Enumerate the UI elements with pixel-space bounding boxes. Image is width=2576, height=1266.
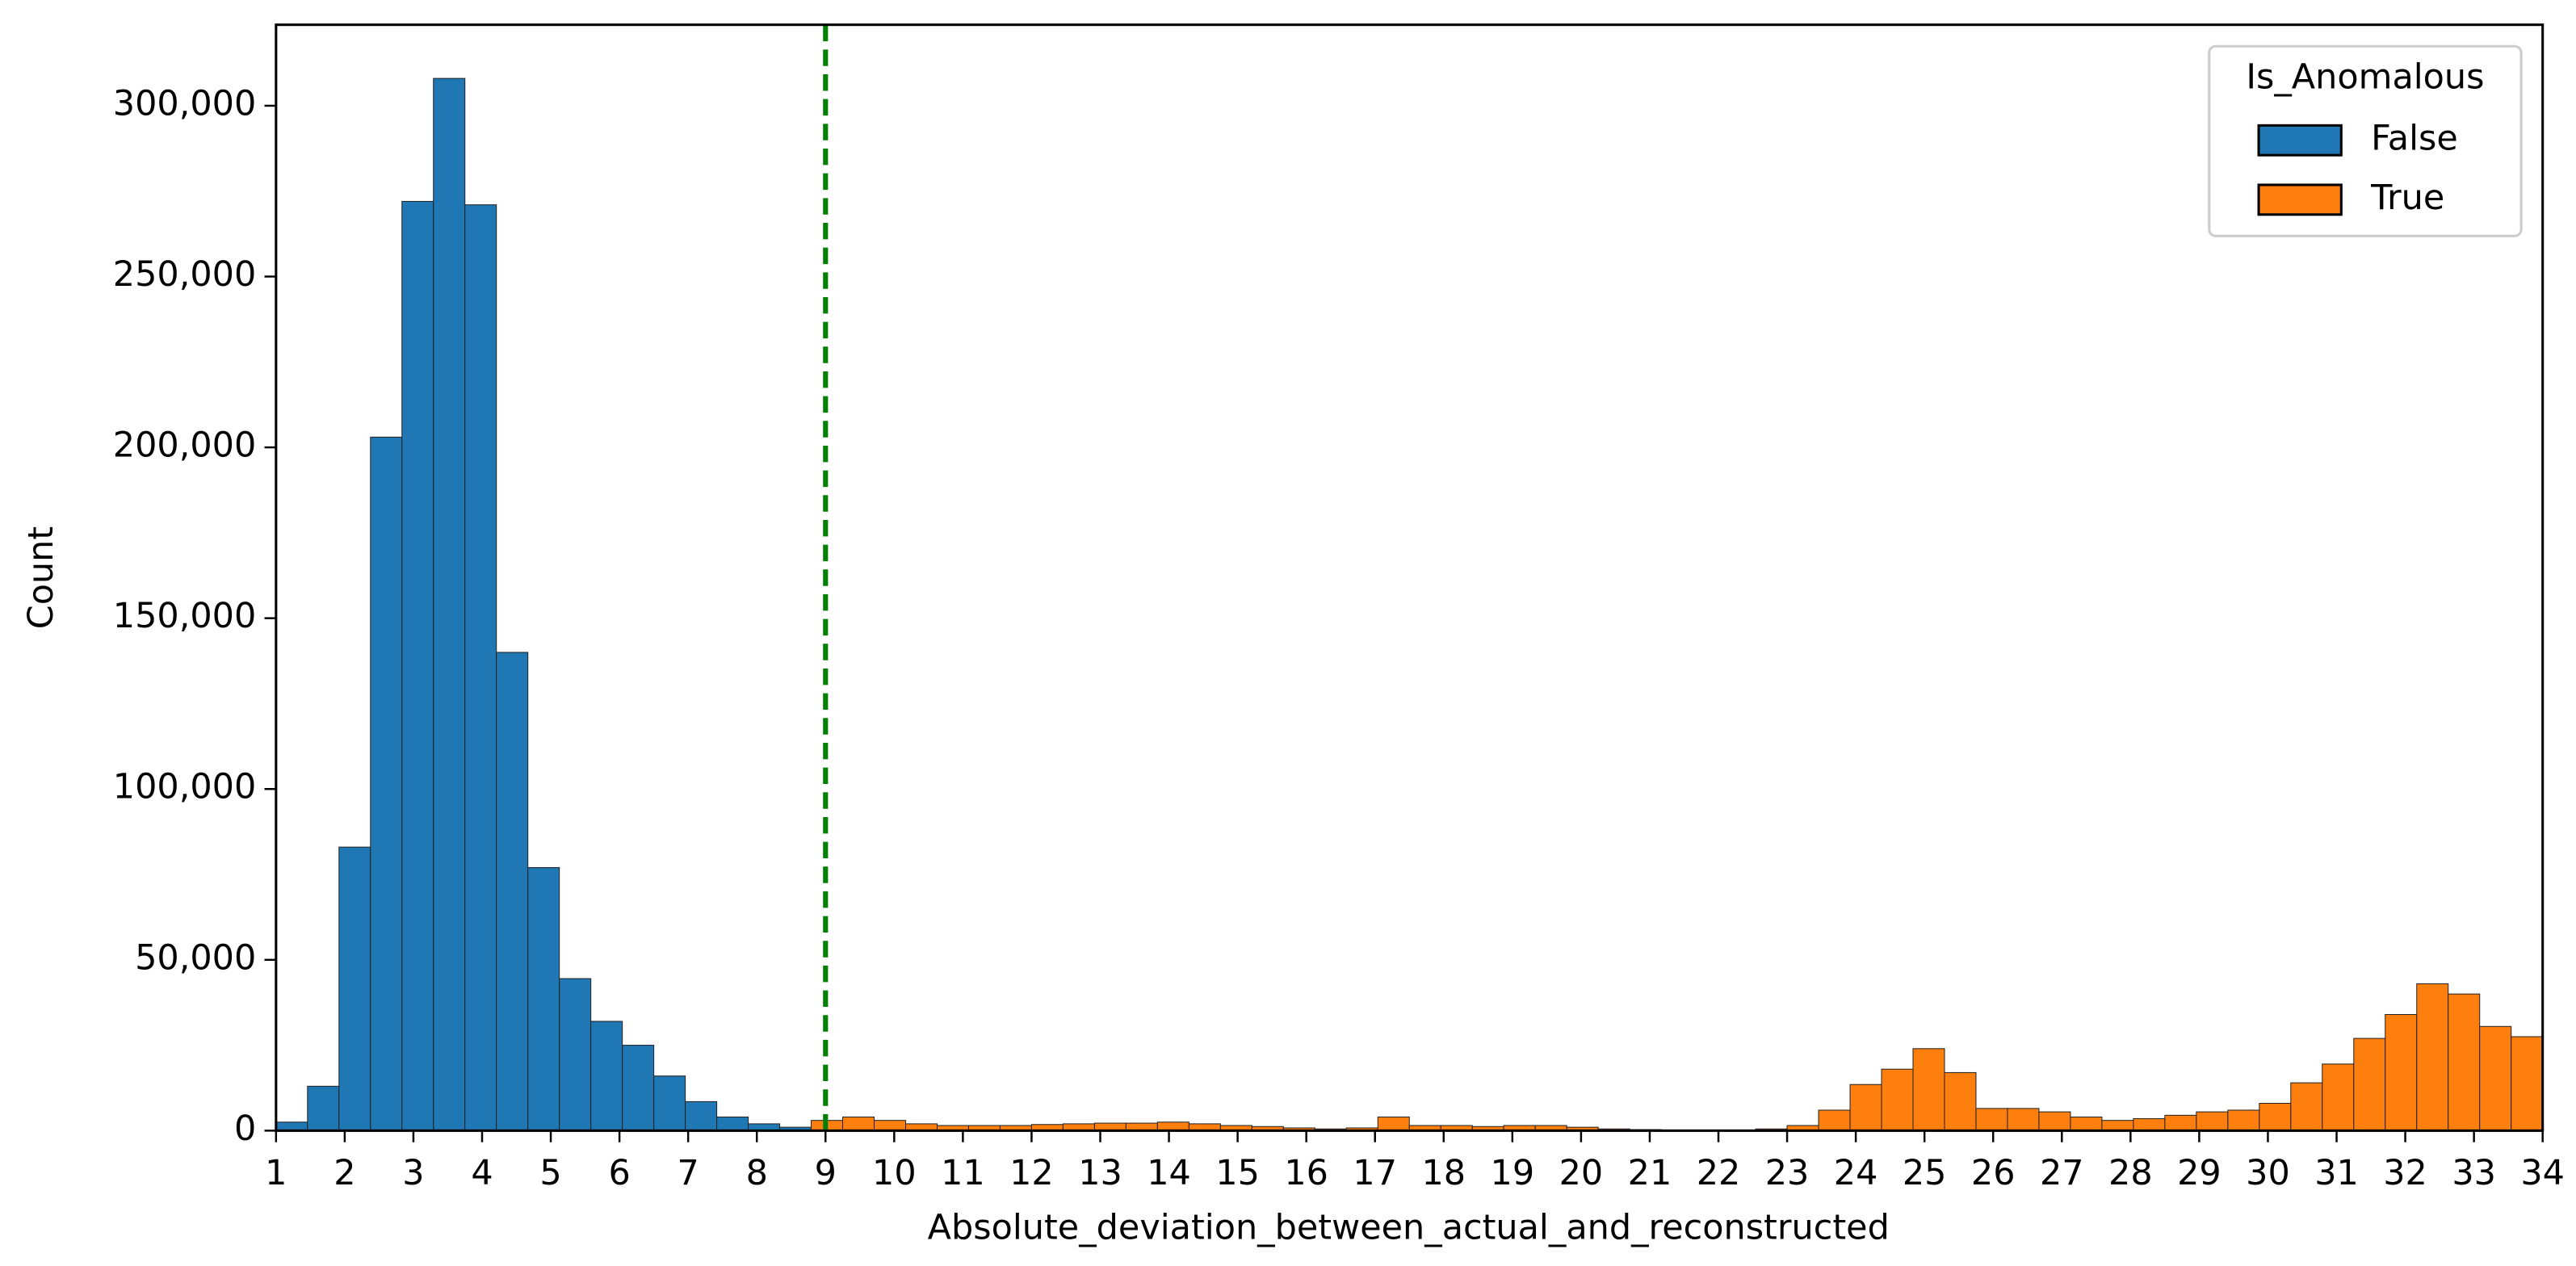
x-tick-label: 26 xyxy=(1971,1153,2016,1193)
x-tick-label: 29 xyxy=(2177,1153,2221,1193)
x-tick-label: 30 xyxy=(2246,1153,2290,1193)
x-tick-label: 3 xyxy=(402,1153,424,1193)
x-tick-label: 17 xyxy=(1353,1153,1397,1193)
x-tick-label: 32 xyxy=(2383,1153,2427,1193)
x-tick-label: 6 xyxy=(608,1153,630,1193)
bar xyxy=(307,1085,340,1131)
bar xyxy=(685,1100,718,1131)
x-tick-label: 18 xyxy=(1421,1153,1466,1193)
bar xyxy=(2353,1038,2386,1131)
x-tick-label: 27 xyxy=(2040,1153,2084,1193)
x-tick-label: 19 xyxy=(1491,1153,1535,1193)
x-tick-label: 13 xyxy=(1078,1153,1122,1193)
bar xyxy=(338,846,371,1131)
bar xyxy=(2101,1120,2134,1131)
bar xyxy=(433,78,466,1131)
bar xyxy=(874,1120,907,1131)
legend-swatch xyxy=(2257,183,2343,216)
bar xyxy=(2164,1114,2197,1131)
y-tick-label: 0 xyxy=(234,1109,256,1149)
bar xyxy=(370,436,403,1131)
x-axis-label: Absolute_deviation_between_actual_and_re… xyxy=(928,1208,1890,1248)
bar xyxy=(2133,1118,2166,1131)
bar xyxy=(653,1075,686,1131)
legend-label: False xyxy=(2371,118,2458,158)
x-tick-label: 8 xyxy=(746,1153,768,1193)
bar xyxy=(2227,1109,2260,1131)
x-tick-label: 21 xyxy=(1628,1153,1672,1193)
bar xyxy=(401,200,434,1131)
y-tick-label: 200,000 xyxy=(113,425,257,466)
bar xyxy=(2196,1111,2229,1131)
x-tick-label: 11 xyxy=(941,1153,985,1193)
plot-frame xyxy=(275,23,2545,1132)
legend-swatch xyxy=(2257,124,2343,157)
y-tick-label: 100,000 xyxy=(113,767,257,807)
bar xyxy=(2290,1082,2323,1131)
bar xyxy=(1156,1121,1189,1131)
x-tick-label: 34 xyxy=(2520,1153,2565,1193)
bar xyxy=(496,652,529,1131)
x-tick-label: 28 xyxy=(2108,1153,2153,1193)
y-axis-label: Count xyxy=(21,526,61,629)
x-tick-label: 15 xyxy=(1215,1153,1260,1193)
bar xyxy=(2416,983,2449,1131)
x-tick-label: 2 xyxy=(334,1153,355,1193)
x-tick-label: 22 xyxy=(1697,1153,1741,1193)
y-tick-label: 250,000 xyxy=(113,254,257,295)
bar xyxy=(464,204,497,1131)
bar xyxy=(622,1045,655,1131)
x-tick-label: 16 xyxy=(1284,1153,1328,1193)
legend-title: Is_Anomalous xyxy=(2246,57,2484,98)
bar xyxy=(716,1116,749,1131)
bar xyxy=(2448,993,2481,1131)
bar xyxy=(527,867,560,1131)
bar xyxy=(842,1116,875,1131)
x-tick-label: 24 xyxy=(1834,1153,1878,1193)
x-tick-label: 1 xyxy=(265,1153,287,1193)
x-tick-label: 20 xyxy=(1559,1153,1604,1193)
x-tick-label: 12 xyxy=(1009,1153,1054,1193)
bar xyxy=(2259,1103,2292,1131)
x-tick-label: 33 xyxy=(2452,1153,2496,1193)
x-tick-label: 5 xyxy=(539,1153,561,1193)
bar xyxy=(1944,1071,1977,1131)
bar xyxy=(2511,1036,2544,1131)
bar xyxy=(1975,1108,2008,1131)
y-tick-label: 50,000 xyxy=(135,937,256,978)
x-tick-label: 10 xyxy=(872,1153,917,1193)
bar xyxy=(1849,1084,1882,1131)
x-tick-label: 25 xyxy=(1903,1153,1947,1193)
bar xyxy=(2385,1013,2418,1131)
bar xyxy=(275,1121,308,1131)
bar xyxy=(1377,1116,1410,1131)
x-tick-label: 9 xyxy=(815,1153,837,1193)
y-tick-label: 300,000 xyxy=(113,83,257,124)
x-tick-label: 14 xyxy=(1147,1153,1191,1193)
x-tick-label: 4 xyxy=(471,1153,493,1193)
bar xyxy=(559,978,592,1131)
x-tick-label: 7 xyxy=(678,1153,699,1193)
legend-label: True xyxy=(2370,178,2444,218)
x-tick-label: 23 xyxy=(1765,1153,1810,1193)
bar xyxy=(590,1021,623,1131)
bar xyxy=(2007,1108,2040,1131)
bar xyxy=(2070,1116,2103,1131)
bar xyxy=(1881,1068,1914,1131)
bar xyxy=(1818,1109,1851,1131)
bar xyxy=(2479,1025,2512,1131)
bar xyxy=(2322,1063,2355,1131)
y-tick-label: 150,000 xyxy=(113,596,257,636)
x-tick-label: 31 xyxy=(2314,1153,2359,1193)
bar xyxy=(1912,1048,1945,1131)
bar xyxy=(2038,1111,2071,1131)
